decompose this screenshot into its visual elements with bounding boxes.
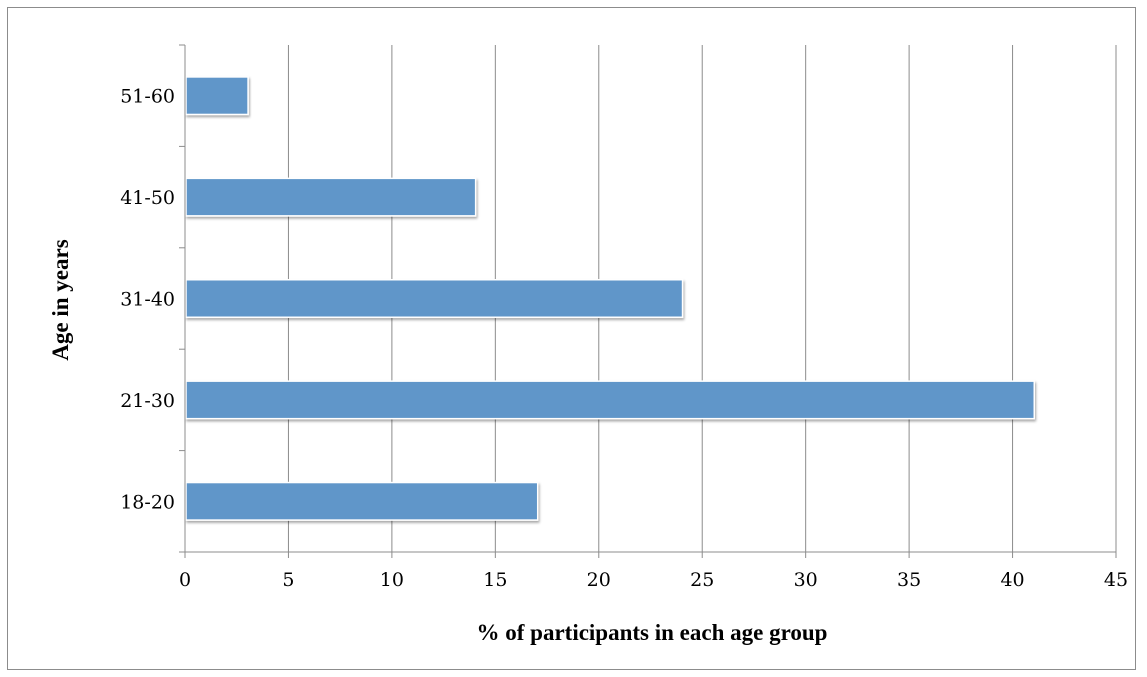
y-tick-label: 41-50 <box>120 187 175 209</box>
x-tick-label: 40 <box>1000 569 1024 591</box>
axes <box>179 44 1117 558</box>
x-tick-label: 5 <box>282 569 294 591</box>
tick-labels: 0 5 10 15 20 25 30 35 40 45 18-20 21-30 31-40 41-50 51… <box>120 86 1128 591</box>
x-axis-title: % of participants in each age group <box>477 620 828 645</box>
x-tick-label: 10 <box>380 569 404 591</box>
x-tick-label: 45 <box>1104 569 1128 591</box>
y-axis-title: Age in years <box>48 239 73 360</box>
chart-frame <box>7 7 1136 670</box>
bar-21-30 <box>185 380 1035 420</box>
x-tick-label: 35 <box>897 569 921 591</box>
y-tick-label: 18-20 <box>120 491 175 513</box>
gridlines <box>287 45 1117 552</box>
y-tick-label: 31-40 <box>120 289 175 311</box>
x-tick-label: 15 <box>483 569 507 591</box>
bars <box>185 76 1035 521</box>
x-tick-label: 25 <box>690 569 714 591</box>
x-tick-label: 20 <box>587 569 611 591</box>
y-tick-label: 21-30 <box>120 390 175 412</box>
y-tick-label: 51-60 <box>120 86 175 108</box>
x-tick-label: 0 <box>179 569 191 591</box>
bar-51-60 <box>185 76 249 116</box>
x-tick-label: 30 <box>794 569 818 591</box>
bar-41-50 <box>185 177 477 217</box>
bar-31-40 <box>185 278 684 319</box>
bar-18-20 <box>185 481 539 521</box>
